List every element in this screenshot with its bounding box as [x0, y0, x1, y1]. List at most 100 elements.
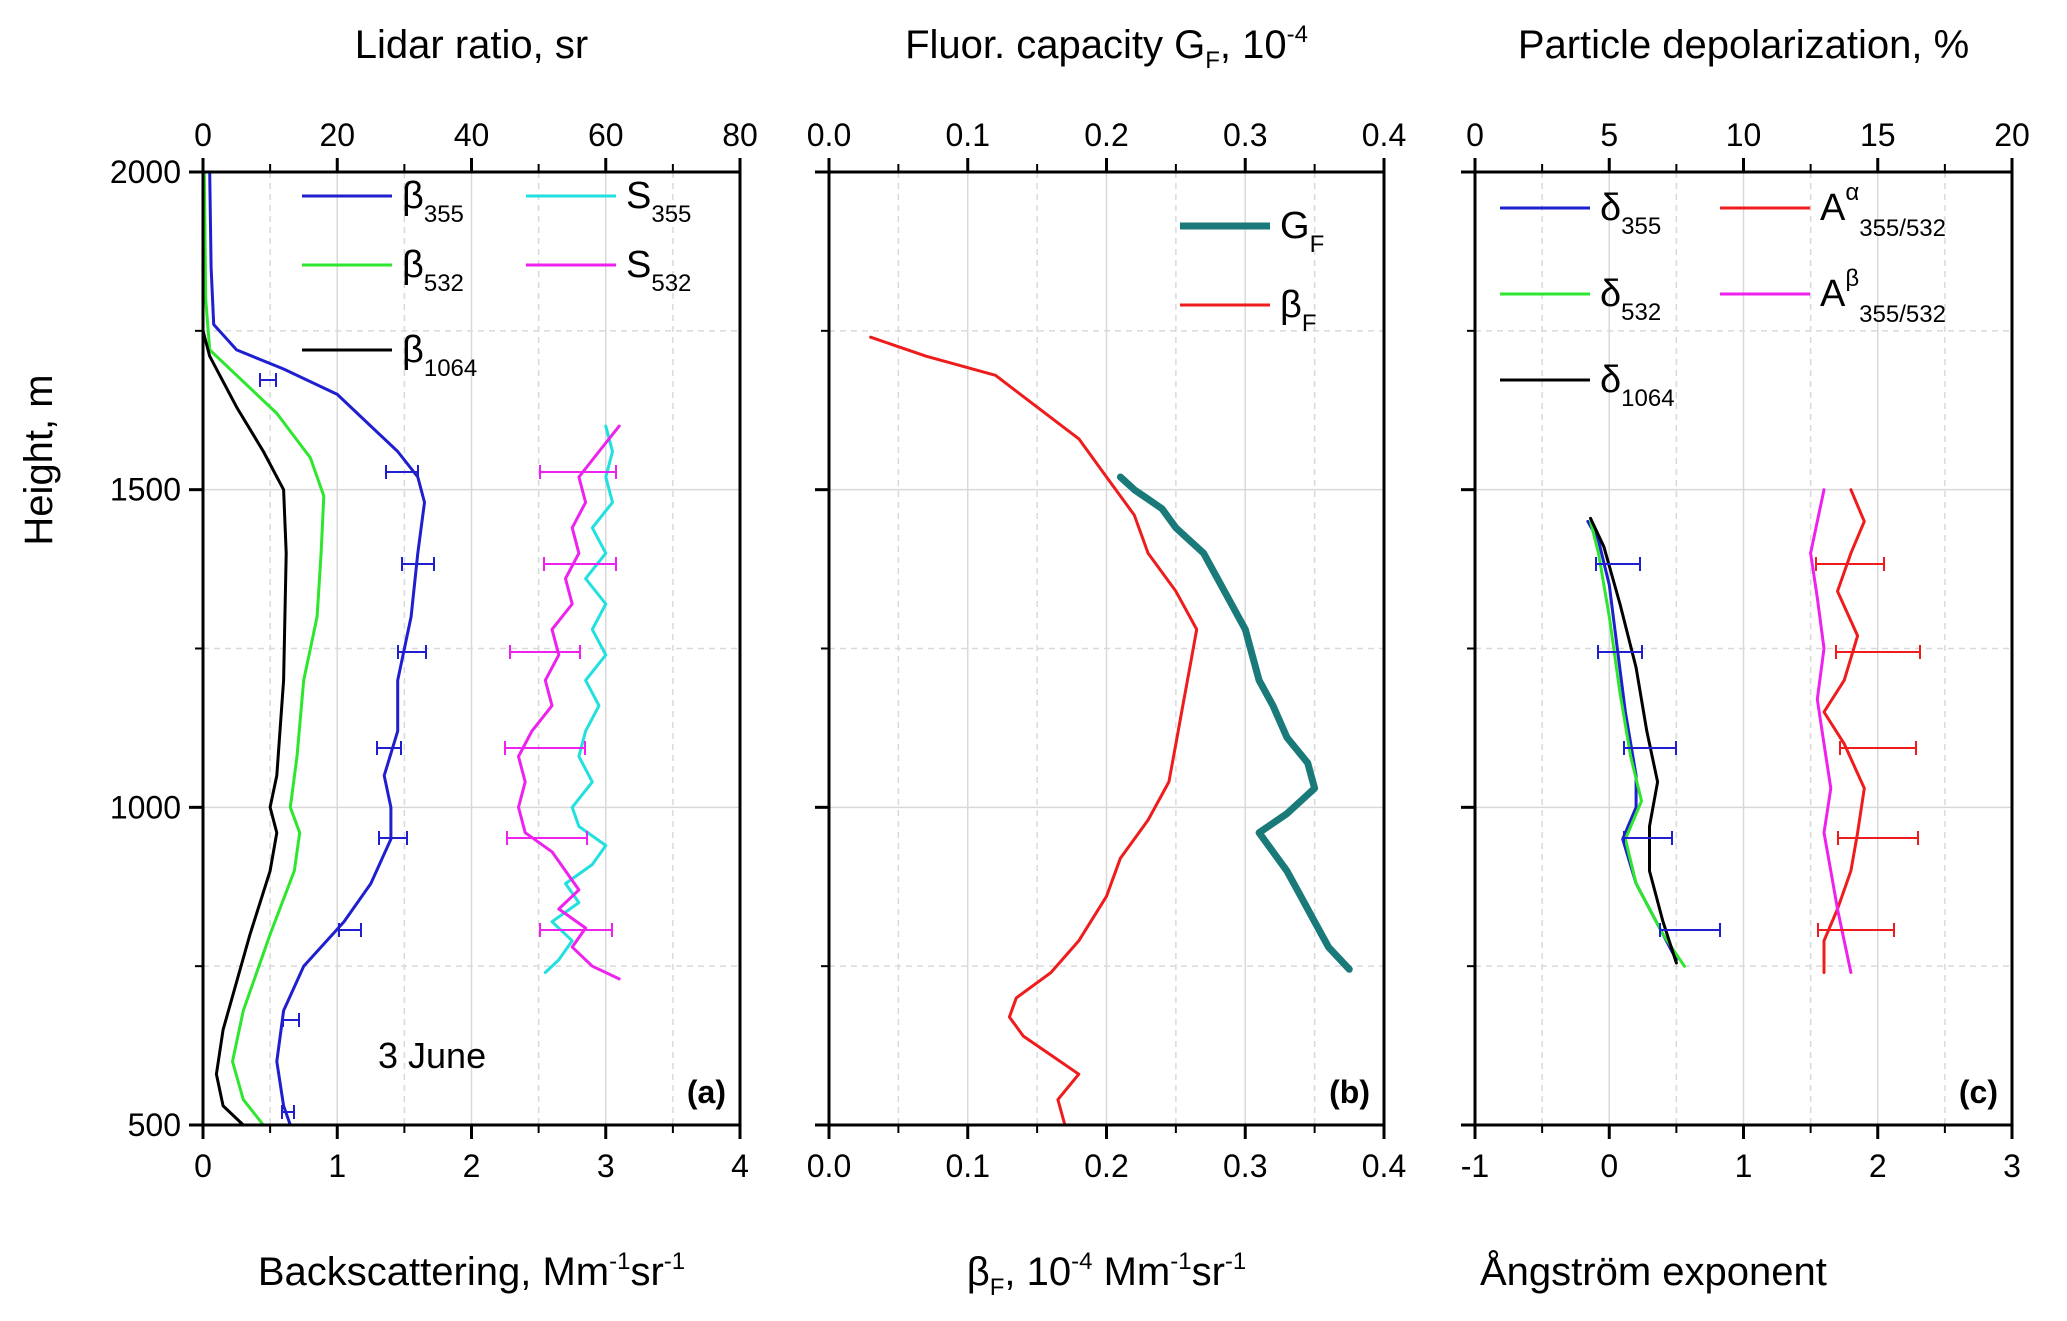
x-tick-label: 0.1 [946, 1148, 990, 1184]
x2-axis-title-main: Fluor. capacity G [905, 23, 1205, 67]
legend-beta532-sub: 532 [424, 270, 464, 297]
panel-c: -1 0 1 2 3 0 5 10 15 20 (c) Particle depolarization… [1461, 23, 2030, 1294]
error-bar [509, 645, 581, 659]
error-bar [397, 645, 427, 659]
series-line-Aα [1822, 488, 1866, 974]
legend-s355-label: S355 [626, 175, 691, 228]
error-bar [282, 1013, 300, 1027]
legend-delta1064-symbol: δ [1600, 359, 1621, 401]
series-line-S532 [517, 424, 621, 981]
y-tick-label: 1000 [110, 789, 181, 825]
error-bar [1623, 831, 1673, 845]
legend-gf-sub: F [1310, 231, 1325, 258]
x2-tick-label: 0.2 [1084, 117, 1128, 153]
legend-a-beta-label: Aβ355/532 [1820, 265, 1946, 328]
legend-beta355-label: β355 [402, 175, 464, 228]
legend-betaf-sub: F [1302, 310, 1317, 337]
x2-axis-title-sub: F [1205, 47, 1220, 74]
series-line-S355 [543, 424, 614, 974]
grid-layer [1475, 172, 2012, 1125]
legend-betaf-symbol: β [1280, 284, 1302, 326]
legend-beta355-symbol: β [402, 175, 424, 217]
legend-beta1064-symbol: β [402, 329, 424, 371]
legend-delta1064-sub: 1064 [1621, 385, 1674, 412]
y-tick-label: 2000 [110, 154, 181, 190]
legend-beta1064-label: β1064 [402, 329, 477, 382]
x-tick-label: 0.3 [1223, 1148, 1267, 1184]
legend-s355-symbol: S [626, 175, 651, 217]
y-tick-label: 1500 [110, 472, 181, 508]
error-bar [543, 557, 617, 571]
x-axis-title-unit: Mm [1092, 1250, 1170, 1294]
series-line-Aβ [1809, 488, 1853, 974]
axis-layer: -1 0 1 2 3 0 5 10 15 20 [1461, 117, 2030, 1184]
legend-delta355-sub: 355 [1621, 213, 1661, 240]
error-bar [1623, 741, 1677, 755]
x2-tick-label: 10 [1726, 117, 1762, 153]
x2-axis-title: Lidar ratio, sr [355, 23, 588, 67]
axis-layer: 0.0 0.1 0.2 0.3 0.4 0.0 0.1 0.2 0.3 0.4 [807, 117, 1406, 1184]
series-layer [1586, 488, 1866, 974]
x-tick-label: 2 [463, 1148, 481, 1184]
error-bar [281, 1105, 295, 1119]
legend-a-beta-sup: β [1845, 265, 1859, 292]
x2-tick-label: 20 [319, 117, 355, 153]
grid-layer [203, 172, 740, 1125]
legend-s532-sub: 532 [651, 270, 691, 297]
legend-gf-symbol: G [1280, 205, 1310, 247]
legend-delta532-sub: 532 [1621, 299, 1661, 326]
x-axis-title-rest: , 10 [1004, 1250, 1071, 1294]
legend-a-beta-sub: 355/532 [1859, 301, 1946, 328]
x-axis-title-sup: -1 [1170, 1248, 1191, 1275]
x-tick-label: 1 [328, 1148, 346, 1184]
series-line-β355 [208, 170, 426, 1127]
x-axis-title-main: Backscattering, Mm [258, 1250, 609, 1294]
x2-axis-title: Particle depolarization, % [1518, 23, 1969, 67]
x-tick-label: 0.0 [807, 1148, 851, 1184]
x2-tick-label: 0 [1466, 117, 1484, 153]
series-line-δ532 [1589, 519, 1686, 968]
x2-tick-label: 5 [1600, 117, 1618, 153]
x-axis-title-unit: sr [1192, 1250, 1225, 1294]
legend-beta532-label: β532 [402, 244, 464, 297]
legend-a-alpha-symbol: A [1820, 187, 1846, 229]
legend-delta532-label: δ532 [1600, 273, 1661, 326]
x-axis-title-sub: F [990, 1274, 1005, 1301]
grid-layer [829, 172, 1384, 1125]
x2-tick-label: 0.4 [1362, 117, 1406, 153]
panel-label: (c) [1959, 1074, 1998, 1110]
series-line-betaF [869, 335, 1199, 1127]
error-bar [1839, 741, 1917, 755]
error-bar [1659, 923, 1721, 937]
legend-delta355-label: δ355 [1600, 187, 1661, 240]
x-tick-label: 0 [194, 1148, 212, 1184]
x2-tick-label: 60 [588, 117, 624, 153]
x-axis-title-sup: -1 [609, 1248, 630, 1275]
legend-a-alpha-label: Aα355/532 [1820, 179, 1946, 242]
y-tick-label: 500 [128, 1107, 181, 1143]
x-tick-label: 1 [1735, 1148, 1753, 1184]
error-bar [401, 557, 435, 571]
error-bar [539, 465, 617, 479]
date-annotation: 3 June [378, 1035, 486, 1076]
x-tick-label: 0.4 [1362, 1148, 1406, 1184]
error-bar [539, 923, 613, 937]
legend-s532-symbol: S [626, 244, 651, 286]
x2-tick-label: 80 [722, 117, 758, 153]
series-layer [201, 170, 621, 1127]
legend-delta1064-label: δ1064 [1600, 359, 1675, 412]
panel-label: (a) [687, 1074, 726, 1110]
x-axis-title-sup: -1 [1225, 1248, 1246, 1275]
legend-betaf-label: βF [1280, 284, 1317, 337]
series-layer [869, 335, 1353, 1127]
error-bar [1837, 831, 1919, 845]
panel-b: 0.0 0.1 0.2 0.3 0.4 0.0 0.1 0.2 0.3 0.4 (b) Fluor. … [807, 21, 1406, 1301]
series-line-δ1064 [1589, 516, 1678, 965]
legend-a-alpha-sub: 355/532 [1859, 215, 1946, 242]
error-bar [378, 831, 408, 845]
panel-label: (b) [1329, 1074, 1370, 1110]
x2-tick-label: 0.0 [807, 117, 851, 153]
x2-tick-label: 0.1 [946, 117, 990, 153]
